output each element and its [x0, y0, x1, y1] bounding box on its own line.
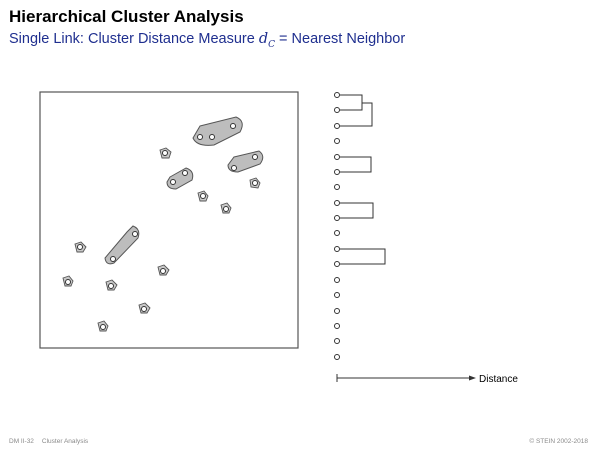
dendrogram-leaf — [334, 200, 340, 206]
dendrogram-leaf — [334, 308, 340, 314]
dendrogram-leaf — [334, 246, 340, 252]
dendrogram-merge — [340, 202, 374, 219]
distance-axis-label: Distance — [479, 374, 518, 385]
dendrogram-leaf — [334, 92, 340, 98]
footer-topic: Cluster Analysis — [41, 438, 89, 445]
dendrogram-leaf — [334, 215, 340, 221]
slide-subtitle: Single Link: Cluster Distance Measure dC… — [9, 31, 405, 50]
dendrogram-leaf — [334, 169, 340, 175]
dendrogram-links — [340, 94, 386, 265]
scatter-point — [197, 190, 209, 202]
dendrogram-merge — [340, 248, 386, 265]
dendrogram-leaf — [334, 338, 340, 344]
scatter-point — [138, 302, 151, 314]
dendrogram-leaf — [334, 277, 340, 283]
scatter-point — [249, 177, 261, 189]
subtitle-math-symbol: dC — [258, 31, 276, 50]
scatter-point — [62, 275, 74, 287]
dendrogram-leaf — [334, 184, 340, 190]
footer-copyright: © STEIN 2002-2018 — [529, 438, 588, 445]
distance-axis — [336, 374, 476, 382]
dendrogram-leaf — [334, 323, 340, 329]
scatter-point — [97, 320, 109, 332]
dendrogram-leaf — [334, 154, 340, 160]
scatter-point — [105, 279, 118, 291]
dendrogram-leaves — [334, 92, 340, 360]
scatter-plot-frame — [39, 91, 299, 349]
merged-cluster-right — [227, 150, 264, 173]
merged-cluster-top — [192, 116, 243, 146]
dendrogram-merge — [340, 102, 373, 127]
dendrogram-leaf — [334, 354, 340, 360]
merged-cluster-left — [104, 225, 140, 265]
footer-left: DM II-32 Cluster Analysis — [9, 438, 88, 445]
dendrogram-merge — [340, 156, 372, 173]
dendrogram-leaf — [334, 123, 340, 129]
slide-title: Hierarchical Cluster Analysis — [9, 7, 244, 26]
scatter-point — [159, 147, 172, 159]
subtitle-suffix: = Nearest Neighbor — [275, 31, 406, 47]
dendrogram-merge — [340, 94, 363, 111]
footer-section: DM II-32 — [9, 438, 34, 445]
dendrogram-leaf — [334, 230, 340, 236]
dendrogram-leaf — [334, 138, 340, 144]
dendrogram-leaf — [334, 107, 340, 113]
scatter-point — [220, 202, 232, 214]
subtitle-prefix: Single Link: Cluster Distance Measure — [9, 31, 259, 47]
dendrogram-leaf — [334, 261, 340, 267]
scatter-point — [157, 264, 170, 276]
merged-cluster-middle — [166, 167, 194, 190]
scatter-point — [74, 241, 87, 253]
dendrogram-leaf — [334, 292, 340, 298]
